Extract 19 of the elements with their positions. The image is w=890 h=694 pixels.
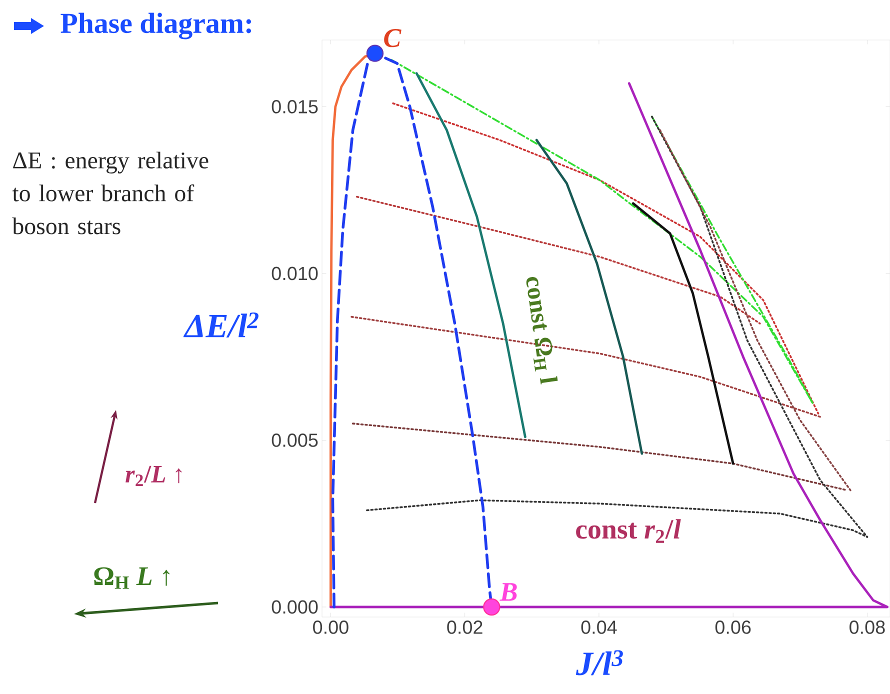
x-tick-label: 0.02 xyxy=(447,620,482,634)
x-tick-label: 0.04 xyxy=(581,620,617,634)
annotation: const Ω$_{H}$ l xyxy=(526,277,558,384)
annotation: const r$_{2}$/l xyxy=(576,519,681,543)
text: ΔE : energy relative to lower branch of boson stars xyxy=(12,152,208,234)
x-tick-label: 0.06 xyxy=(715,620,751,634)
y-axis-title: ΔE/l$^{2}$ xyxy=(183,312,258,338)
annotation: B xyxy=(500,583,517,601)
y-tick-label: 0.000 xyxy=(272,600,318,614)
y-tick-label: 0.010 xyxy=(272,266,318,280)
chart-title: Phase diagram: xyxy=(60,12,252,40)
annotation: C xyxy=(384,29,402,48)
text: Ω$_{H}$ L ↑ xyxy=(94,567,170,589)
text: r$_{2}$/L ↑ xyxy=(126,466,182,486)
y-tick-label: 0.005 xyxy=(272,434,318,447)
x-axis-title: J/l$^{3}$ xyxy=(576,650,623,676)
x-tick-label: 0.00 xyxy=(313,620,348,634)
x-tick-label: 0.08 xyxy=(850,620,885,634)
y-tick-label: 0.015 xyxy=(272,100,318,114)
